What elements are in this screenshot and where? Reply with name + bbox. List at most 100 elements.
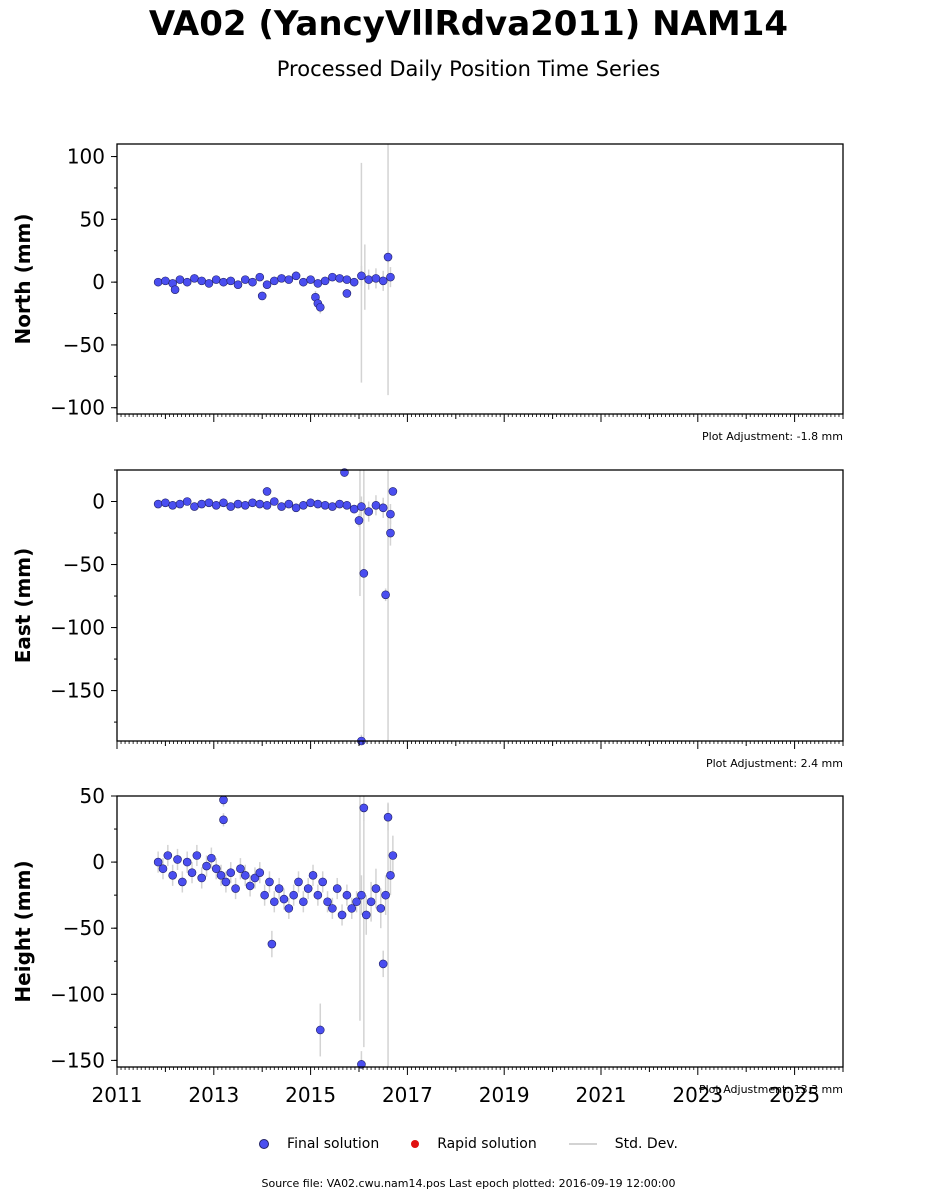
data-point: [245, 881, 255, 891]
data-point: [277, 502, 286, 511]
data-point: [320, 276, 330, 286]
y-tick-label: −150: [50, 679, 105, 703]
data-point: [364, 275, 373, 284]
data-point: [233, 499, 243, 509]
data-point: [219, 815, 228, 825]
data-point: [265, 877, 274, 887]
y-tick-label: 0: [92, 270, 105, 294]
data-point: [178, 877, 187, 887]
data-point: [182, 857, 192, 867]
data-point: [197, 276, 206, 286]
source-footer: Source file: VA02.cwu.nam14.pos Last epo…: [261, 1177, 676, 1190]
data-point: [284, 904, 294, 913]
data-point: [262, 280, 272, 289]
data-point: [221, 877, 231, 887]
data-point: [359, 569, 369, 578]
data-point: [342, 890, 352, 900]
data-point: [240, 871, 250, 880]
data-point: [371, 500, 381, 510]
data-point: [315, 302, 325, 312]
data-point: [211, 500, 221, 510]
x-tick-label: 2021: [576, 1083, 627, 1107]
data-point: [328, 904, 337, 913]
data-point: [381, 890, 390, 900]
data-point: [366, 897, 376, 907]
x-tick-label: 2023: [672, 1083, 723, 1107]
data-point: [277, 274, 286, 283]
data-point: [226, 868, 236, 877]
data-point: [226, 276, 236, 286]
legend-rapid-marker: [411, 1140, 420, 1148]
data-point: [250, 873, 260, 883]
data-point: [315, 1025, 325, 1035]
data-point: [313, 890, 323, 900]
data-point: [328, 502, 337, 511]
data-point: [299, 500, 308, 510]
data-point: [173, 855, 182, 864]
data-point: [294, 877, 303, 887]
x-tick-label: 2017: [382, 1083, 433, 1107]
data-point: [219, 277, 228, 287]
data-point: [170, 285, 180, 294]
data-point: [158, 864, 168, 874]
data-point: [332, 884, 342, 893]
data-point: [190, 502, 199, 511]
legend-final-label: Final solution: [287, 1136, 380, 1152]
data-point: [240, 275, 250, 284]
data-point: [175, 275, 185, 284]
data-point: [376, 904, 386, 913]
data-point: [352, 897, 361, 907]
legend: Final solution Rapid solution Std. Dev.: [0, 1136, 937, 1152]
data-point: [388, 487, 398, 496]
data-point: [187, 868, 197, 877]
data-point: [335, 499, 344, 509]
data-point: [231, 884, 240, 893]
data-point: [323, 897, 332, 907]
panel-1: 100 50 0 −50 −100 North (mm) Plot Adjustment: …: [11, 143, 844, 443]
data-point: [347, 904, 357, 913]
legend-final: Final solution: [259, 1136, 379, 1152]
data-point: [262, 500, 272, 510]
data-point: [364, 507, 373, 516]
x-tick-label: 2015: [285, 1083, 336, 1107]
data-point: [313, 279, 323, 288]
x-tick-label: 2019: [479, 1083, 530, 1107]
data-point: [371, 274, 381, 283]
data-point: [269, 897, 279, 907]
data-point: [168, 500, 177, 510]
data-point: [262, 487, 272, 496]
data-point: [299, 277, 308, 287]
plot-adjustment-note: Plot Adjustment: 13.3 mm: [699, 1083, 843, 1096]
data-point: [357, 890, 366, 900]
plot-adjustment-note: Plot Adjustment: 2.4 mm: [706, 757, 843, 770]
data-point: [279, 894, 289, 904]
data-point: [354, 516, 364, 525]
y-tick-label: 50: [80, 207, 105, 231]
data-point: [386, 509, 395, 519]
data-point: [269, 497, 279, 506]
data-point: [291, 503, 301, 513]
plot-adjustment-note: Plot Adjustment: -1.8 mm: [702, 430, 843, 443]
data-point: [153, 499, 163, 509]
y-tick-label: 100: [67, 145, 105, 169]
data-point: [233, 280, 243, 289]
y-tick-label: −50: [63, 916, 105, 940]
y-axis-label: Height (mm): [11, 860, 35, 1002]
legend-final-marker: [259, 1139, 270, 1149]
x-tick-label: 2025: [769, 1083, 820, 1107]
data-point: [378, 503, 388, 513]
y-tick-label: −100: [50, 982, 105, 1006]
data-point: [386, 528, 395, 538]
data-point: [388, 851, 398, 860]
data-point: [248, 277, 257, 287]
y-tick-label: 0: [92, 490, 105, 514]
data-point: [248, 498, 257, 508]
x-tick-label: 2013: [188, 1083, 239, 1107]
legend-std-label: Std. Dev.: [614, 1136, 678, 1152]
chart-subtitle: Processed Daily Position Time Series: [276, 57, 661, 81]
data-point: [236, 864, 245, 874]
data-point: [378, 959, 388, 969]
data-point: [357, 271, 366, 281]
data-point: [349, 504, 359, 514]
data-point: [153, 857, 163, 867]
